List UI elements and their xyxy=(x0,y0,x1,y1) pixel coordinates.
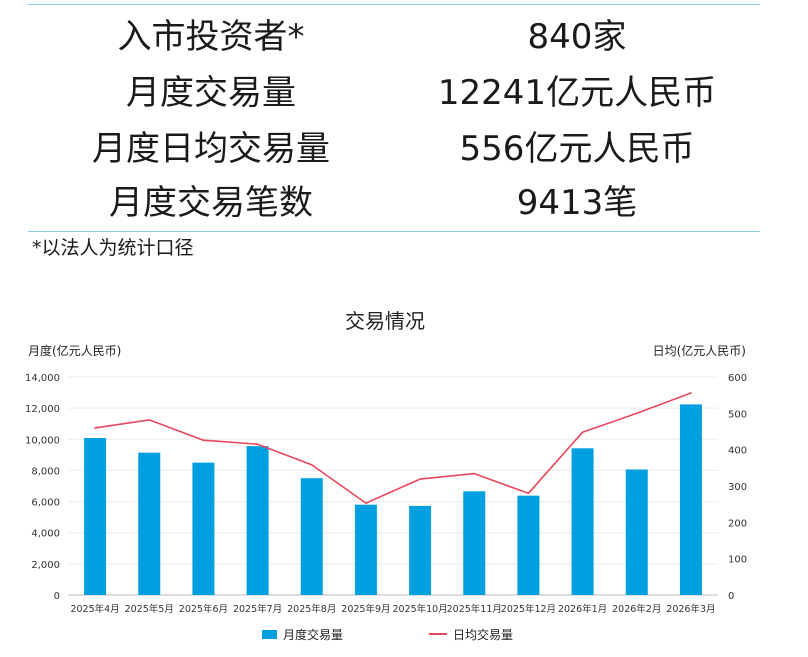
line-point xyxy=(527,492,530,495)
left-tick-label: 14,000 xyxy=(25,373,60,384)
right-tick-label: 100 xyxy=(728,555,747,566)
x-tick-label: 2025年10月 xyxy=(392,603,447,615)
x-tick-label: 2025年4月 xyxy=(70,603,119,615)
x-tick-label: 2026年3月 xyxy=(666,603,715,615)
gridlines xyxy=(68,376,718,596)
x-tick-label: 2025年11月 xyxy=(447,603,502,615)
stat-label: 入市投资者* xyxy=(117,17,305,57)
line-point xyxy=(581,431,584,434)
line-point xyxy=(148,418,151,421)
x-axis-ticks: 2025年4月 2025年5月 2025年6月 2025年7月 2025年8月 2025年… xyxy=(70,603,715,615)
legend-swatch-monthly-volume xyxy=(262,630,277,639)
x-tick-label: 2025年12月 xyxy=(501,603,556,615)
line-point xyxy=(256,443,259,446)
bar xyxy=(138,452,161,595)
stat-value: 9413笔 xyxy=(516,183,638,223)
left-tick-label: 4,000 xyxy=(31,529,60,540)
x-tick-label: 2025年9月 xyxy=(341,603,390,615)
bar xyxy=(300,478,323,595)
bar xyxy=(192,462,215,595)
x-tick-label: 2026年2月 xyxy=(612,603,661,615)
stat-value: 840家 xyxy=(527,17,627,57)
bar xyxy=(463,491,486,595)
right-tick-label: 400 xyxy=(728,446,747,457)
x-tick-label: 2026年1月 xyxy=(558,603,607,615)
footnote: *以法人为统计口径 xyxy=(32,237,194,259)
left-axis-ticks: 0 2,000 4,000 6,000 8,000 10,000 12,000 14,000 xyxy=(25,373,60,602)
stat-row-trade-count: 月度交易笔数 9413笔 xyxy=(28,175,760,231)
stats-panel: 入市投资者* 840家 月度交易量 12241亿元人民币 月度日均交易量 556… xyxy=(28,4,760,232)
stat-label: 月度交易量 xyxy=(126,73,296,113)
x-tick-label: 2025年5月 xyxy=(125,603,174,615)
line-point xyxy=(473,472,476,475)
legend-label-monthly-volume: 月度交易量 xyxy=(283,627,343,642)
left-tick-label: 8,000 xyxy=(31,466,60,477)
stat-row-daily-avg-volume: 月度日均交易量 556亿元人民币 xyxy=(28,121,760,177)
right-tick-label: 0 xyxy=(728,591,734,602)
trading-chart: 交易情况 月度(亿元人民币) 日均(亿元人民币) 0 2,000 4,000 6,00… xyxy=(25,309,747,642)
bar xyxy=(517,495,540,595)
left-tick-label: 6,000 xyxy=(31,498,60,509)
bar xyxy=(84,438,107,595)
left-tick-label: 10,000 xyxy=(25,435,60,446)
line-point xyxy=(310,464,313,466)
legend: 月度交易量 日均交易量 xyxy=(262,627,513,642)
right-tick-label: 600 xyxy=(728,373,747,384)
bar-series xyxy=(84,404,702,595)
line-point xyxy=(419,478,421,480)
line-point xyxy=(690,392,692,394)
legend-label-daily-avg: 日均交易量 xyxy=(453,627,513,642)
line-point xyxy=(365,502,367,504)
bar xyxy=(625,469,648,595)
line-point xyxy=(202,439,205,442)
stat-label: 月度交易笔数 xyxy=(109,183,313,223)
left-tick-label: 12,000 xyxy=(25,404,60,415)
left-axis-label: 月度(亿元人民币) xyxy=(28,343,121,358)
line-series xyxy=(94,392,692,504)
bar xyxy=(409,505,432,595)
x-tick-label: 2025年7月 xyxy=(233,603,282,615)
right-axis-ticks: 0 100 200 300 400 500 600 xyxy=(728,373,747,602)
stat-label: 月度日均交易量 xyxy=(92,129,330,169)
right-tick-label: 300 xyxy=(728,482,747,493)
line-point xyxy=(94,426,96,429)
line-point xyxy=(635,412,638,415)
x-tick-label: 2025年8月 xyxy=(287,603,336,615)
x-tick-label: 2025年6月 xyxy=(179,603,228,615)
left-tick-label: 0 xyxy=(54,591,60,602)
bar xyxy=(571,448,594,595)
stat-row-monthly-volume: 月度交易量 12241亿元人民币 xyxy=(28,65,760,121)
stat-row-investors: 入市投资者* 840家 xyxy=(28,9,760,65)
stat-value: 556亿元人民币 xyxy=(459,129,695,169)
right-axis-label: 日均(亿元人民币) xyxy=(653,343,746,358)
right-tick-label: 500 xyxy=(728,409,747,420)
bar xyxy=(354,504,377,595)
left-tick-label: 2,000 xyxy=(31,560,60,571)
bar xyxy=(679,404,702,595)
stat-value: 12241亿元人民币 xyxy=(437,73,717,113)
line-path xyxy=(94,392,692,504)
bar xyxy=(246,446,269,595)
right-tick-label: 200 xyxy=(728,518,747,529)
chart-title: 交易情况 xyxy=(345,309,425,333)
